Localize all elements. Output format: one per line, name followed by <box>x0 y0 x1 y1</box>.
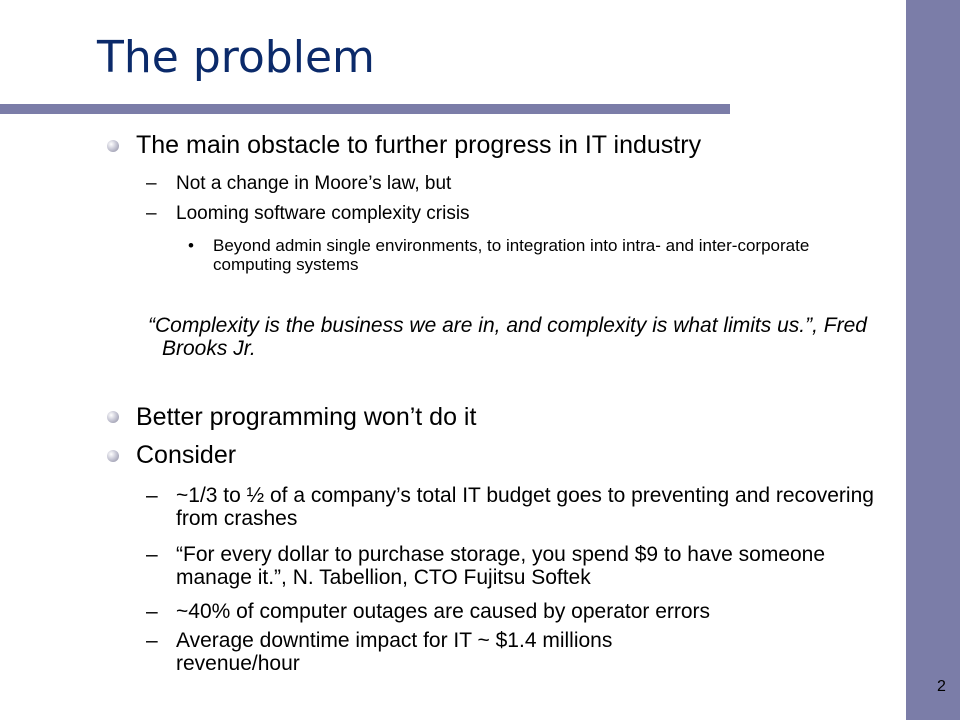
dash-marker: – <box>146 203 157 224</box>
bullet-icon <box>107 411 119 423</box>
bullet-icon <box>107 450 119 462</box>
bullet-consider: Consider <box>136 441 237 469</box>
sub-bullet-text: Looming software complexity crisis <box>176 203 470 224</box>
page-number: 2 <box>937 678 946 695</box>
brooks-quote: “Complexity is the business we are in, a… <box>148 314 867 360</box>
sub-bullet-text: Not a change in Moore’s law, but <box>176 173 452 194</box>
sub-bullet-text: ~40% of computer outages are caused by o… <box>176 600 711 623</box>
sub-sub-bullet-text: Beyond admin single environments, to int… <box>213 236 810 274</box>
dash-marker: – <box>146 484 158 507</box>
title-underline <box>0 104 730 114</box>
dot-marker: • <box>188 236 194 255</box>
right-side-bar <box>906 0 960 720</box>
bullet-main-obstacle: The main obstacle to further progress in… <box>136 131 702 159</box>
dash-marker: – <box>146 600 158 623</box>
slide-title: The problem <box>97 32 375 83</box>
dash-marker: – <box>146 173 157 194</box>
dash-marker: – <box>146 629 158 652</box>
bullet-better-programming: Better programming won’t do it <box>136 403 477 431</box>
bullet-icon <box>107 140 119 152</box>
dash-marker: – <box>146 543 158 566</box>
sub-bullet-text: “For every dollar to purchase storage, y… <box>176 543 826 589</box>
sub-bullet-text: ~1/3 to ½ of a company’s total IT budget… <box>176 484 874 530</box>
sub-bullet-text: Average downtime impact for IT ~ $1.4 mi… <box>176 629 613 675</box>
